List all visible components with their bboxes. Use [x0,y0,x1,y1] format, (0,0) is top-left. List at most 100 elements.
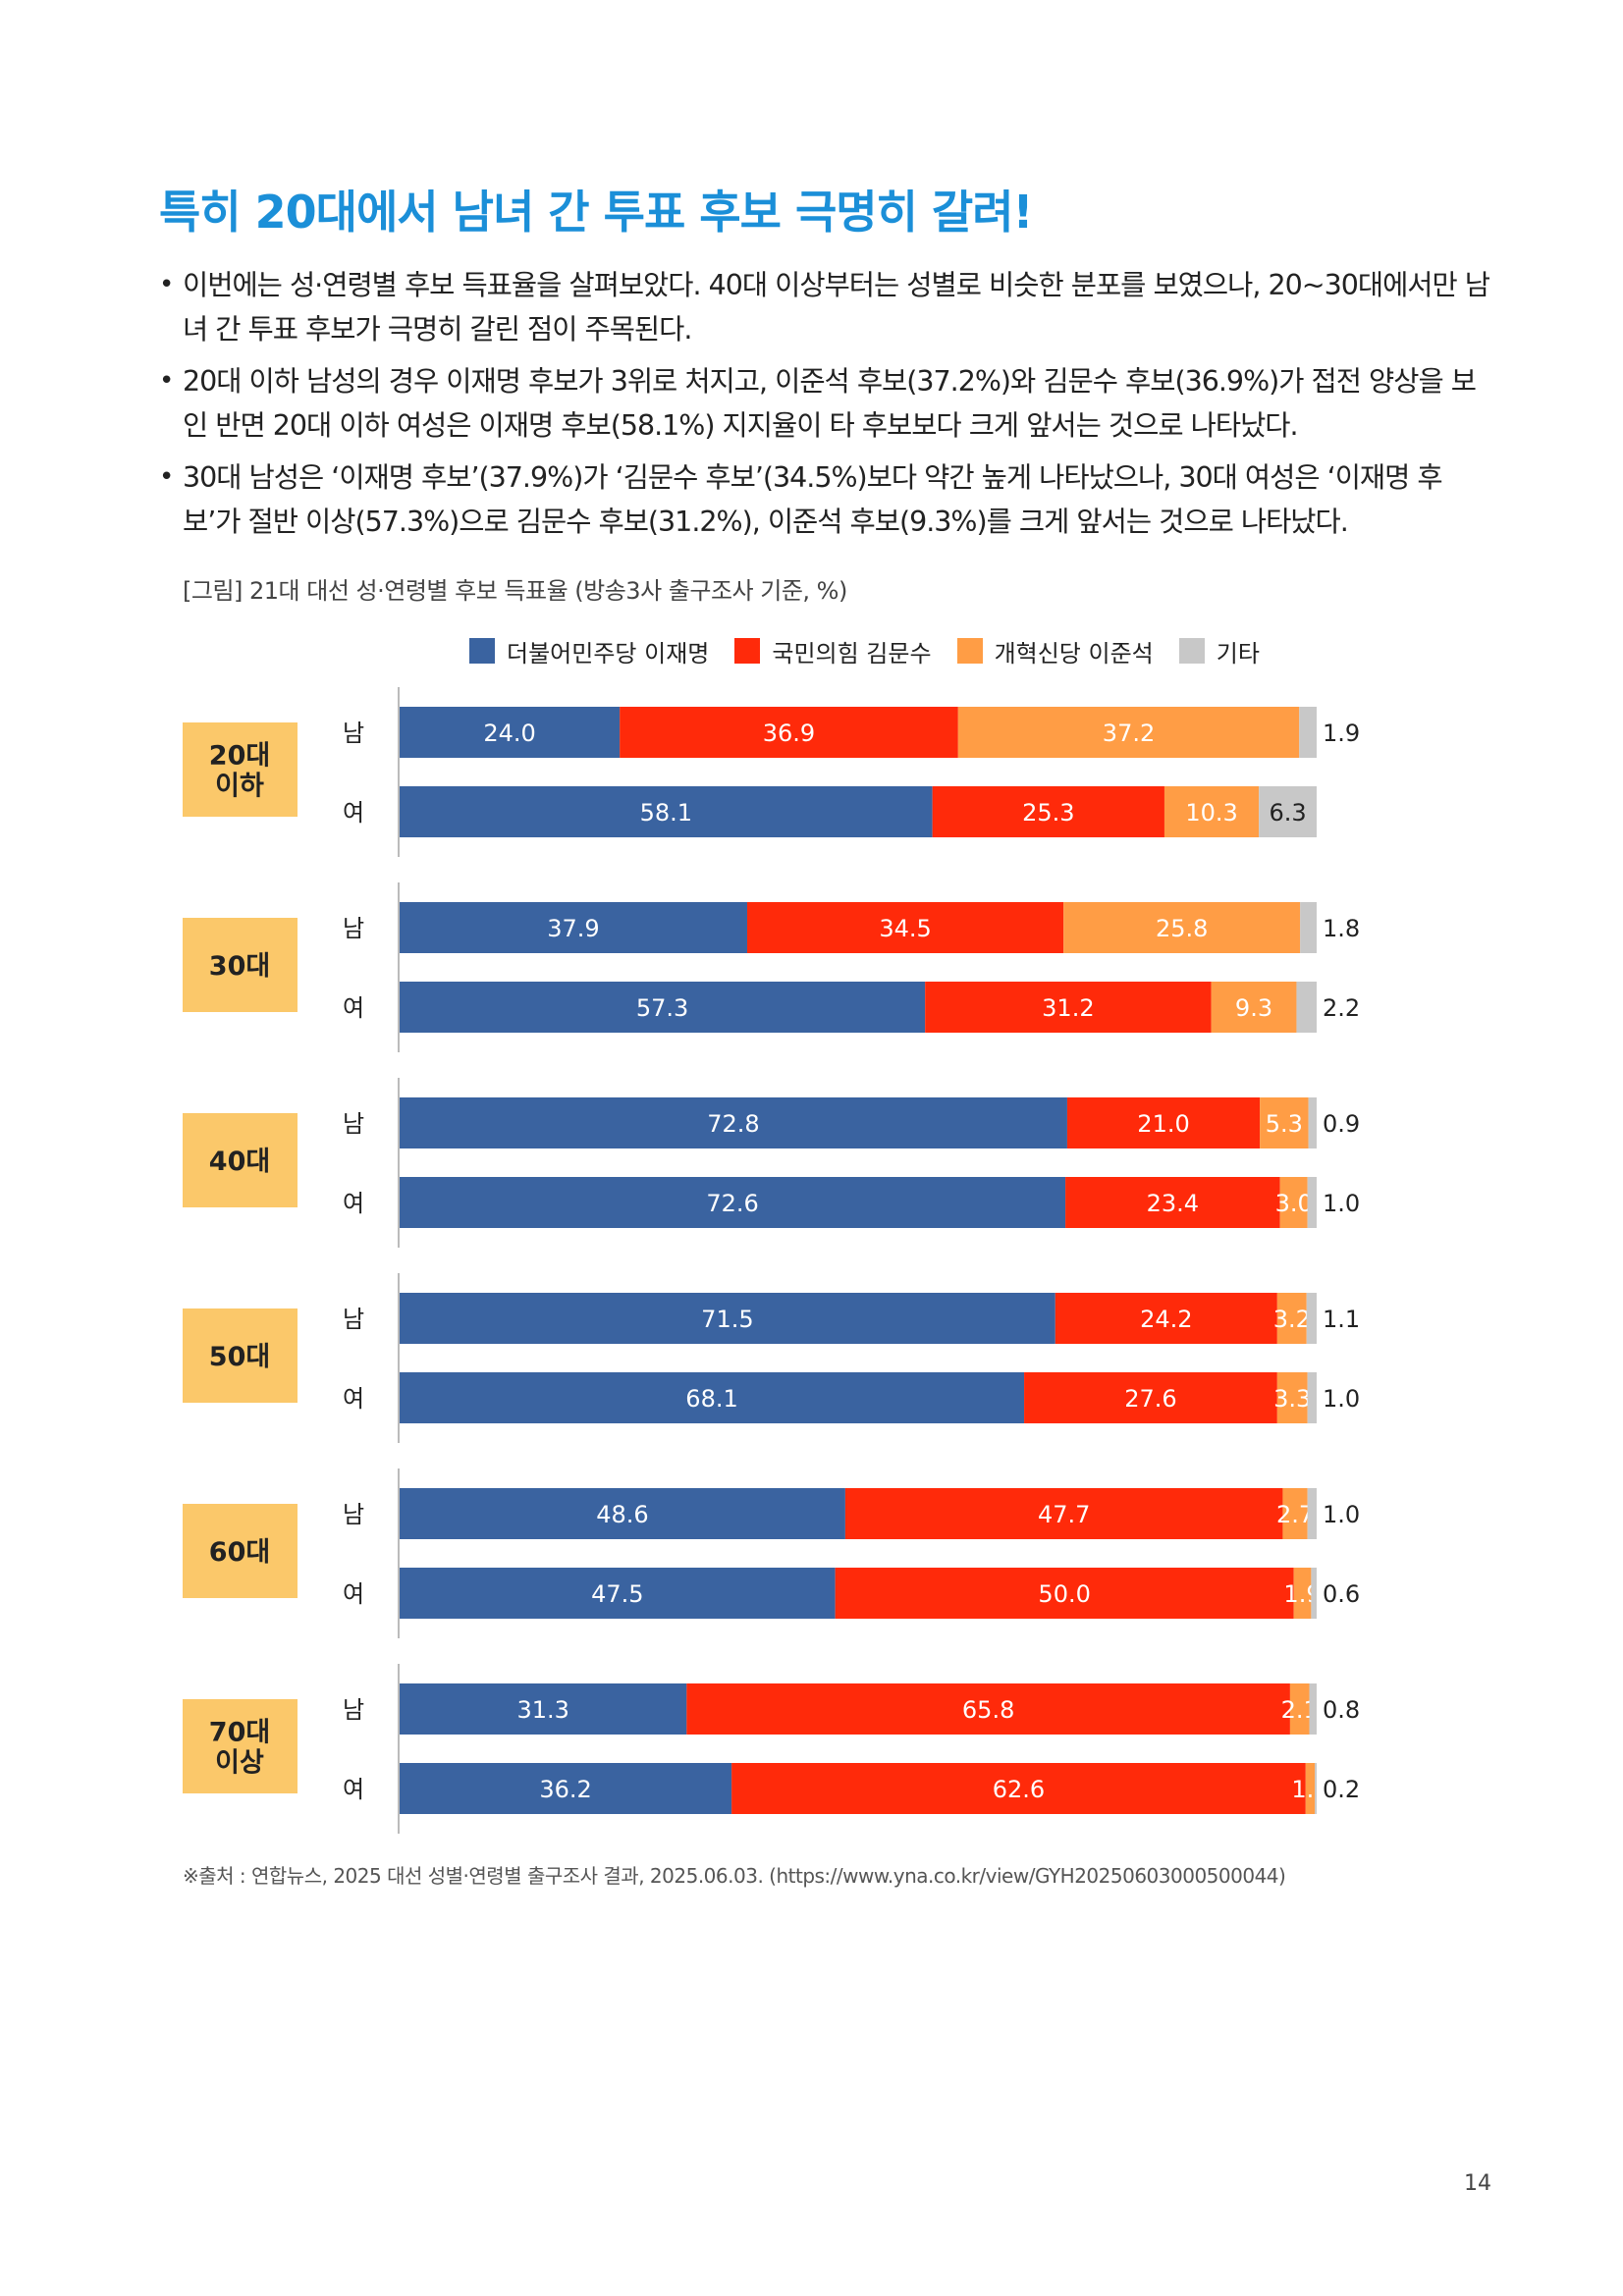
group-label-box [183,918,298,1012]
legend-swatch [1178,638,1205,664]
bar-segment [400,982,926,1033]
data-label: 34.5 [879,915,931,942]
data-label: 10.3 [1185,799,1237,827]
bar-segment [1065,1177,1280,1228]
bar-segment [1305,1763,1316,1814]
legend-swatch [469,638,495,664]
bar-segment [400,902,747,953]
data-label: 1.0 [1323,1385,1360,1413]
data-label: 3.3 [1273,1385,1311,1413]
bar-segment [1279,1177,1308,1228]
data-label: 0.8 [1323,1696,1360,1724]
group-label: 20대 이하 [209,741,270,802]
group-label: 50대 [209,1342,270,1372]
group-label: 70대 이상 [209,1718,270,1779]
data-label: 9.3 [1235,994,1272,1022]
sex-label: 남 [343,1306,364,1333]
sex-label: 남 [343,720,364,747]
data-label: 50.0 [1038,1580,1090,1608]
sex-label: 여 [343,994,364,1022]
bar-segment [1299,707,1317,758]
bar-segment [400,1763,732,1814]
data-label: 37.2 [1103,720,1155,747]
bar-segment [1296,982,1317,1033]
sex-label: 남 [343,1696,364,1724]
data-label: 1.8 [1323,915,1360,942]
bar-segment [400,1568,836,1619]
bar-segment [1289,1683,1310,1735]
data-label: 24.2 [1140,1306,1192,1333]
bar-segment [1163,786,1260,837]
bullet-list: 이번에는 성·연령별 후보 득표율을 살펴보았다. 40대 이상부터는 성별로 … [159,263,1494,552]
bar-segment [1066,1097,1261,1148]
data-label: 36.2 [539,1776,591,1803]
bar-segment [1259,786,1317,837]
bar-segment [1276,1372,1308,1423]
sex-label: 여 [343,1776,364,1803]
bar-segment [1315,1763,1317,1814]
bar-segment [1055,1293,1277,1344]
figure-caption: [그림] 21대 대선 성·연령별 후보 득표율 (방송3사 출구조사 기준, … [183,577,847,605]
sex-label: 남 [343,915,364,942]
bar-segment [1311,1568,1317,1619]
legend-item: 개혁신당 이준석 [956,634,1154,668]
bar-segment [1309,1683,1317,1735]
bar-segment [1307,1372,1317,1423]
bar-segment [746,902,1064,953]
sex-label: 여 [343,1385,364,1413]
data-label: 1.0 [1323,1501,1360,1528]
sex-label: 여 [343,799,364,827]
data-label: 23.4 [1147,1190,1199,1217]
data-label: 58.1 [640,799,692,827]
legend-swatch [956,638,983,664]
group-label-box [183,722,298,817]
bar-segment [1307,1177,1317,1228]
data-label: 62.6 [993,1776,1045,1803]
bar-segment [925,982,1212,1033]
bar-segment [1211,982,1297,1033]
bar-segment [932,786,1164,837]
sex-label: 남 [343,1501,364,1528]
bar-segment [686,1683,1290,1735]
bullet-item: 이번에는 성·연령별 후보 득표율을 살펴보았다. 40대 이상부터는 성별로 … [159,263,1494,351]
legend-item: 국민의힘 김문수 [734,634,932,668]
data-label: 57.3 [636,994,688,1022]
bar-segment [1260,1097,1309,1148]
bar-segment [400,1683,687,1735]
legend-label: 더불어민주당 이재명 [507,639,710,667]
data-label: 31.2 [1042,994,1094,1022]
bar-segment [400,1372,1025,1423]
legend-label: 국민의힘 김문수 [772,639,932,667]
bar-segment [1306,1293,1317,1344]
data-label: 2.2 [1323,994,1360,1022]
bullet-item: 20대 이하 남성의 경우 이재명 후보가 3위로 처지고, 이준석 후보(37… [159,359,1494,448]
bar-segment [731,1763,1306,1814]
data-label: 47.7 [1038,1501,1090,1528]
data-label: 25.3 [1022,799,1074,827]
bar-segment [844,1488,1283,1539]
source-note: ※출처 : 연합뉴스, 2025 대선 성별·연령별 출구조사 결과, 2025… [183,1864,1286,1888]
page-number: 14 [1464,2171,1491,2196]
data-label: 72.8 [707,1110,759,1138]
chart-legend: 더불어민주당 이재명 국민의힘 김문수 개혁신당 이준석 기타 [469,634,1260,668]
data-label: 5.3 [1266,1110,1303,1138]
data-label: 1.0 [1323,1190,1360,1217]
data-label: 1.0 [1291,1776,1328,1803]
sex-label: 여 [343,1580,364,1608]
data-label: 71.5 [701,1306,753,1333]
legend-item: 기타 [1178,634,1260,668]
bar-segment [400,1488,845,1539]
data-label: 48.6 [596,1501,648,1528]
bar-segment [1282,1488,1308,1539]
data-label: 68.1 [685,1385,737,1413]
bar-segment [400,1177,1066,1228]
data-label: 3.0 [1275,1190,1313,1217]
bar-segment [1300,902,1317,953]
data-label: 27.6 [1124,1385,1176,1413]
sex-label: 여 [343,1190,364,1217]
bar-segment [1307,1488,1317,1539]
data-label: 25.8 [1156,915,1208,942]
group-label-box [183,1113,298,1207]
bar-segment [835,1568,1294,1619]
